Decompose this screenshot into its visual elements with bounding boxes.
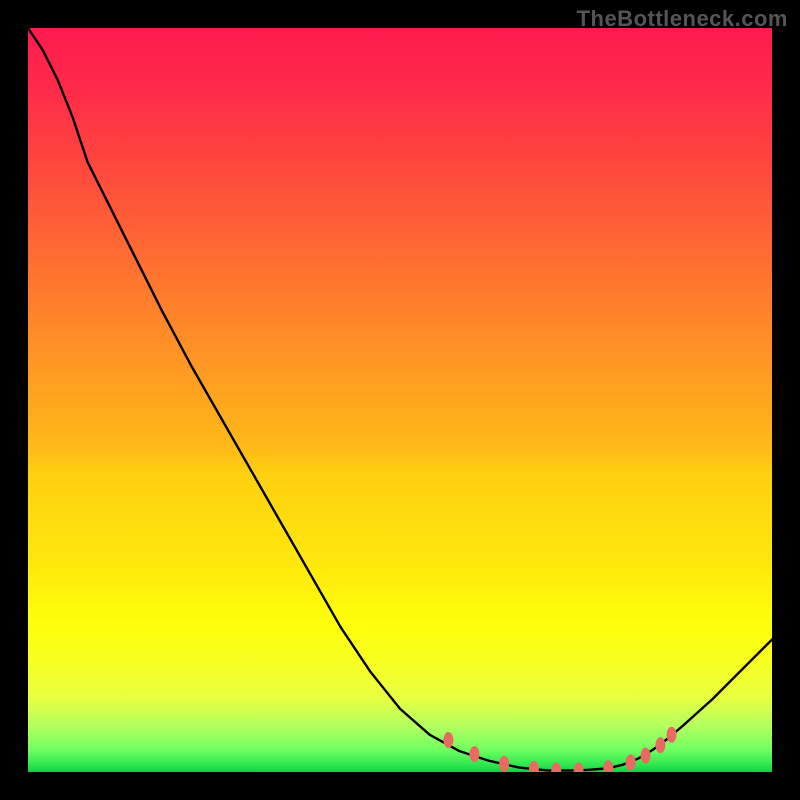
plot-area (28, 28, 772, 772)
bottleneck-curve (28, 28, 772, 771)
curve-marker (499, 756, 509, 772)
curve-marker (641, 748, 651, 764)
curve-marker (443, 732, 453, 748)
curve-marker (469, 746, 479, 762)
curve-marker (529, 761, 539, 772)
curve-marker (655, 737, 665, 753)
curve-marker (667, 727, 677, 743)
curve-svg (28, 28, 772, 772)
watermark-text: TheBottleneck.com (577, 6, 788, 32)
chart-container: TheBottleneck.com (0, 0, 800, 800)
curve-marker (574, 763, 584, 772)
curve-marker (603, 760, 613, 772)
curve-marker (626, 754, 636, 770)
curve-marker (551, 763, 561, 772)
markers-group (443, 727, 676, 772)
